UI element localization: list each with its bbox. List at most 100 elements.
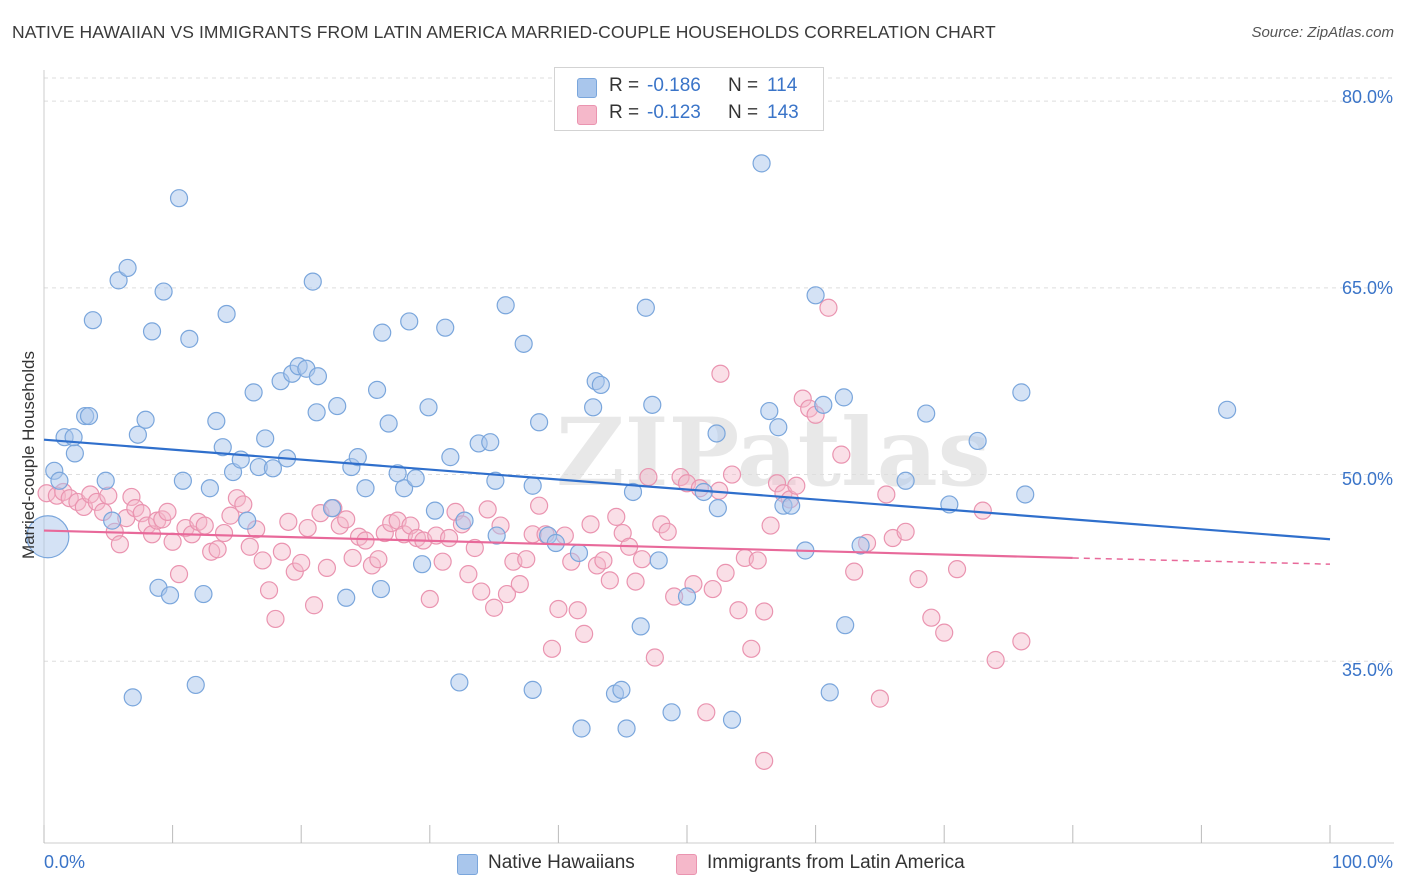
legend-n-label: N =: [728, 75, 759, 96]
data-point-native-hawaiians: [400, 312, 419, 331]
data-point-immigrants: [517, 550, 536, 569]
data-point-native-hawaiians: [244, 383, 263, 402]
data-point-native-hawaiians: [591, 375, 610, 395]
data-point-immigrants: [510, 574, 529, 594]
data-point-native-hawaiians: [760, 401, 779, 421]
data-point-native-hawaiians: [649, 551, 668, 570]
data-point-native-hawaiians: [806, 286, 825, 305]
data-point-native-hawaiians: [217, 304, 236, 324]
data-point-immigrants: [158, 502, 177, 521]
data-point-immigrants: [163, 532, 182, 551]
data-point-native-hawaiians: [820, 683, 839, 702]
legend-n-value: 143: [767, 102, 799, 123]
data-point-native-hawaiians: [379, 414, 398, 433]
data-point-native-hawaiians: [160, 586, 180, 605]
legend-n-value: 114: [767, 75, 798, 96]
data-point-immigrants: [549, 599, 568, 619]
data-point-native-hawaiians: [722, 710, 742, 729]
data-point-native-hawaiians: [213, 438, 232, 457]
data-point-native-hawaiians: [834, 388, 853, 407]
data-point-immigrants: [658, 522, 677, 541]
data-point-immigrants: [877, 485, 896, 504]
data-point-native-hawaiians: [419, 398, 438, 417]
data-point-native-hawaiians: [814, 395, 833, 414]
data-point-native-hawaiians: [154, 282, 173, 301]
data-point-native-hawaiians: [569, 543, 589, 563]
data-point-native-hawaiians: [523, 476, 542, 495]
data-point-immigrants: [292, 553, 311, 573]
data-point-native-hawaiians: [752, 154, 771, 173]
data-point-immigrants: [110, 535, 129, 554]
data-point-native-hawaiians: [486, 471, 505, 490]
data-point-native-hawaiians: [394, 479, 414, 498]
data-point-immigrants: [369, 550, 388, 569]
legend-swatch-blue: [577, 78, 597, 98]
data-point-immigrants: [317, 558, 337, 578]
data-point-immigrants: [542, 639, 562, 658]
data-point-native-hawaiians: [65, 444, 84, 463]
data-point-immigrants: [793, 389, 812, 408]
data-point-immigrants: [214, 523, 234, 543]
y-tick-label: 65.0%: [1341, 278, 1393, 298]
data-point-immigrants: [729, 601, 748, 620]
data-point-immigrants: [478, 500, 497, 519]
data-point-immigrants: [922, 608, 941, 627]
data-point-immigrants: [986, 650, 1005, 670]
data-point-immigrants: [420, 589, 439, 609]
data-point-native-hawaiians: [322, 499, 342, 518]
data-point-native-hawaiians: [487, 526, 506, 545]
data-point-immigrants: [208, 540, 227, 559]
data-point-native-hawaiians: [450, 673, 469, 692]
data-point-immigrants: [497, 584, 517, 604]
data-point-native-hawaiians: [194, 584, 213, 604]
data-point-immigrants: [755, 602, 774, 621]
data-point-immigrants: [530, 496, 549, 515]
y-tick-label: 50.0%: [1341, 469, 1393, 489]
data-point-native-hawaiians: [617, 719, 636, 738]
data-point-native-hawaiians: [118, 258, 137, 278]
data-point-immigrants: [947, 560, 967, 579]
data-point-immigrants: [81, 485, 100, 504]
data-point-native-hawaiians: [169, 189, 189, 208]
legend-item-label: Native Hawaiians: [488, 852, 635, 873]
trend-lines: [43, 438, 1331, 565]
data-point-native-hawaiians: [1016, 485, 1035, 504]
data-point-native-hawaiians: [307, 403, 326, 422]
data-point-immigrants: [742, 639, 761, 658]
data-point-native-hawaiians: [441, 448, 460, 467]
data-point-native-hawaiians: [256, 429, 275, 448]
data-point-immigrants: [652, 515, 671, 534]
data-point-immigrants: [716, 563, 735, 582]
data-point-immigrants: [234, 495, 253, 514]
data-point-immigrants: [787, 476, 806, 495]
legend-r-label: R =: [609, 75, 640, 96]
data-point-native-hawaiians: [782, 496, 801, 515]
data-point-immigrants: [607, 507, 626, 526]
data-point-immigrants: [761, 516, 780, 535]
data-point-immigrants: [439, 528, 459, 548]
data-point-native-hawaiians: [677, 587, 697, 606]
data-point-native-hawaiians: [371, 579, 391, 599]
data-point-immigrants: [645, 648, 664, 667]
data-point-immigrants: [337, 510, 356, 529]
data-point-native-hawaiians: [303, 272, 322, 291]
data-point-immigrants: [711, 364, 730, 383]
data-point-native-hawaiians: [128, 425, 147, 444]
data-point-immigrants: [266, 609, 285, 629]
legend-item-label: Immigrants from Latin America: [707, 852, 965, 873]
data-point-immigrants: [594, 551, 613, 570]
legend-swatch-pink: [676, 854, 697, 875]
data-point-native-hawaiians: [136, 410, 155, 429]
data-point-native-hawaiians: [337, 588, 356, 607]
y-tick-label: 80.0%: [1341, 87, 1393, 107]
data-point-native-hawaiians: [412, 555, 432, 574]
data-point-immigrants: [433, 552, 452, 571]
data-point-native-hawaiians: [308, 367, 328, 386]
data-point-immigrants: [240, 537, 259, 556]
data-point-native-hawaiians: [348, 448, 367, 467]
data-point-immigrants: [195, 516, 214, 535]
data-point-native-hawaiians: [263, 459, 283, 478]
legend-r-value: -0.123: [647, 102, 701, 123]
data-point-immigrants: [375, 523, 394, 543]
data-point-native-hawaiians: [968, 431, 987, 451]
